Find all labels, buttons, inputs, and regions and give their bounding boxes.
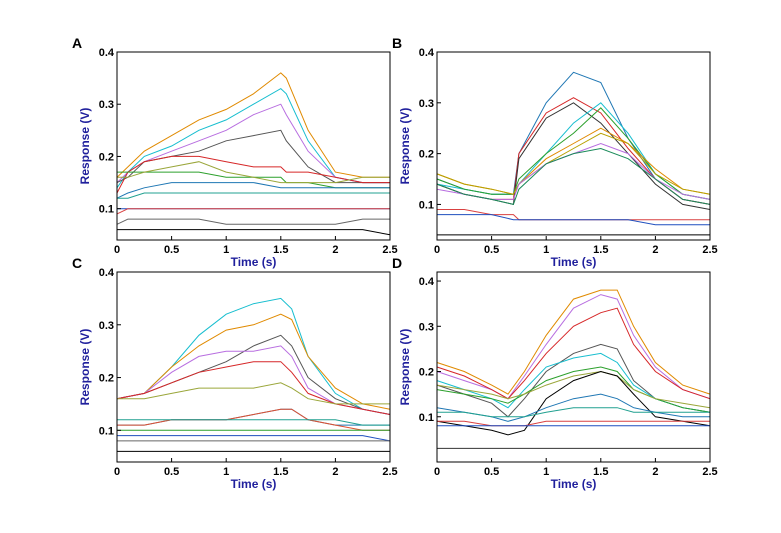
panel-a-series-line-11: [116, 208, 390, 215]
panel-c-y-tick-label: 0.4: [99, 267, 115, 279]
panel-b-y-tick-label: 0.1: [419, 199, 434, 211]
panel-b-y-axis-label: Response (V): [398, 108, 412, 185]
panel-a-x-axis-label: Time (s): [231, 255, 277, 269]
panel-b-series-line-4: [436, 102, 711, 200]
panel-c-x-axis-label: Time (s): [231, 477, 277, 491]
panel-c-x-tick-label: 1: [223, 466, 229, 478]
panel-d-series-line-1: [436, 289, 711, 395]
panel-d-x-tick-label: 0: [434, 466, 440, 478]
panel-d-letter: D: [392, 255, 402, 271]
panel-d-series-line-7: [436, 370, 711, 409]
panel-c-series-line-5: [116, 361, 391, 415]
panel-a-series-line-5: [116, 155, 390, 194]
panel-d-y-tick-label: 0.1: [419, 412, 434, 424]
panel-b-x-tick-label: 2.5: [702, 244, 717, 256]
panel-b-y-tick-label: 0.4: [419, 47, 435, 59]
panel-b-x-axis-label: Time (s): [551, 255, 597, 269]
panel-a-y-tick-label: 0.3: [99, 99, 114, 111]
panel-b-x-tick-label: 0: [434, 244, 440, 256]
panel-a-series-line-7: [117, 161, 390, 184]
panel-c-x-tick-label: 0: [114, 466, 120, 478]
panel-a-x-tick-label: 1.5: [273, 244, 288, 256]
panel-d-x-tick-label: 2.5: [702, 466, 717, 478]
panel-b-series-line-2: [436, 97, 711, 205]
panel-c-y-tick-label: 0.1: [99, 425, 114, 437]
panel-c-y-tick-label: 0.3: [99, 320, 114, 332]
panel-a-series-line-12: [116, 218, 390, 225]
panel-a-x-tick-label: 2: [332, 244, 338, 256]
panel-a-plot-frame: [116, 51, 391, 241]
panel-a-y-tick-label: 0.4: [99, 47, 115, 59]
panel-b: 0 0.5 1 1.5 2 2.5 0.1 0.2 0.3 0.4 Time (s) Response…: [392, 35, 718, 269]
panel-c-series-line-9: [117, 419, 390, 426]
panel-d-x-tick-label: 1.5: [593, 466, 608, 478]
panel-d: 0 0.5 1 1.5 2 2.5 0.1 0.2 0.3 0.4 Time (s) Response…: [392, 255, 718, 491]
panel-b-x-tick-label: 1.5: [593, 244, 608, 256]
panel-d-y-tick-label: 0.2: [419, 367, 434, 379]
panel-b-y-tick-label: 0.2: [419, 149, 434, 161]
panel-b-plot-frame: [436, 51, 711, 241]
panel-b-x-tick-label: 0.5: [484, 244, 499, 256]
panel-d-y-tick-label: 0.3: [419, 321, 434, 333]
panel-b-series-line-11: [437, 214, 710, 226]
panel-a-x-tick-label: 2.5: [382, 244, 397, 256]
panel-a-letter: A: [72, 35, 82, 51]
panel-c-letter: C: [72, 255, 82, 271]
panel-a-x-tick-label: 1: [223, 244, 229, 256]
panel-c: 0 0.5 1 1.5 2 2.5 0.1 0.2 0.3 0.4 Time (s) Response…: [72, 255, 398, 491]
panel-d-x-tick-label: 2: [652, 466, 658, 478]
panel-c-y-tick-label: 0.2: [99, 373, 114, 385]
panel-c-series-line-3: [116, 334, 391, 415]
panel-d-series-line-3: [436, 307, 711, 400]
panel-c-series-line-6: [117, 382, 390, 405]
panel-d-series-line-11: [437, 420, 710, 427]
panel-a-y-axis-label: Response (V): [78, 108, 92, 185]
panel-a-series-line-8: [116, 182, 390, 199]
panel-b-series-line-7: [436, 132, 711, 195]
panel-d-series-line-8: [436, 370, 711, 436]
panel-a-x-tick-label: 0.5: [164, 244, 179, 256]
panel-a-series-line-2: [116, 87, 390, 189]
panel-a: 0 0.5 1 1.5 2 2.5 0.1 0.2 0.3 0.4 Time (s) Response…: [72, 35, 398, 269]
panel-a-x-tick-label: 0: [114, 244, 120, 256]
panel-d-x-tick-label: 1: [543, 466, 549, 478]
panel-c-x-tick-label: 2: [332, 466, 338, 478]
panel-b-series-line-3: [436, 102, 711, 210]
panel-b-y-tick-label: 0.3: [419, 98, 434, 110]
panel-c-series-line-11: [117, 435, 391, 442]
panel-c-series-line-2: [116, 313, 391, 410]
panel-a-series-line-13: [117, 229, 391, 236]
panel-c-series-line-8: [117, 408, 390, 431]
panel-d-plot-frame: [436, 271, 711, 463]
panel-c-y-axis-label: Response (V): [78, 329, 92, 406]
panel-b-series-line-8: [436, 142, 711, 200]
panel-c-series-line-1: [116, 297, 391, 415]
panel-c-plot-frame: [116, 271, 391, 463]
panel-a-y-tick-label: 0.1: [99, 204, 114, 216]
panel-b-x-tick-label: 2: [652, 244, 658, 256]
panel-a-series-line-1: [116, 72, 390, 178]
panel-c-x-tick-label: 1.5: [273, 466, 288, 478]
panel-d-y-axis-label: Response (V): [398, 329, 412, 406]
panel-c-x-tick-label: 0.5: [164, 466, 179, 478]
panel-d-series-line-10: [437, 407, 710, 418]
panel-b-letter: B: [392, 35, 402, 51]
panel-d-y-tick-label: 0.4: [419, 276, 435, 288]
panel-c-x-tick-label: 2.5: [382, 466, 397, 478]
panel-b-series-line-5: [436, 107, 711, 200]
panel-a-y-tick-label: 0.2: [99, 151, 114, 163]
panel-d-x-axis-label: Time (s): [551, 477, 597, 491]
panel-a-series-line-9: [117, 192, 390, 199]
panel-b-x-tick-label: 1: [543, 244, 549, 256]
panel-d-x-tick-label: 0.5: [484, 466, 499, 478]
panel-b-series-line-9: [436, 147, 711, 205]
